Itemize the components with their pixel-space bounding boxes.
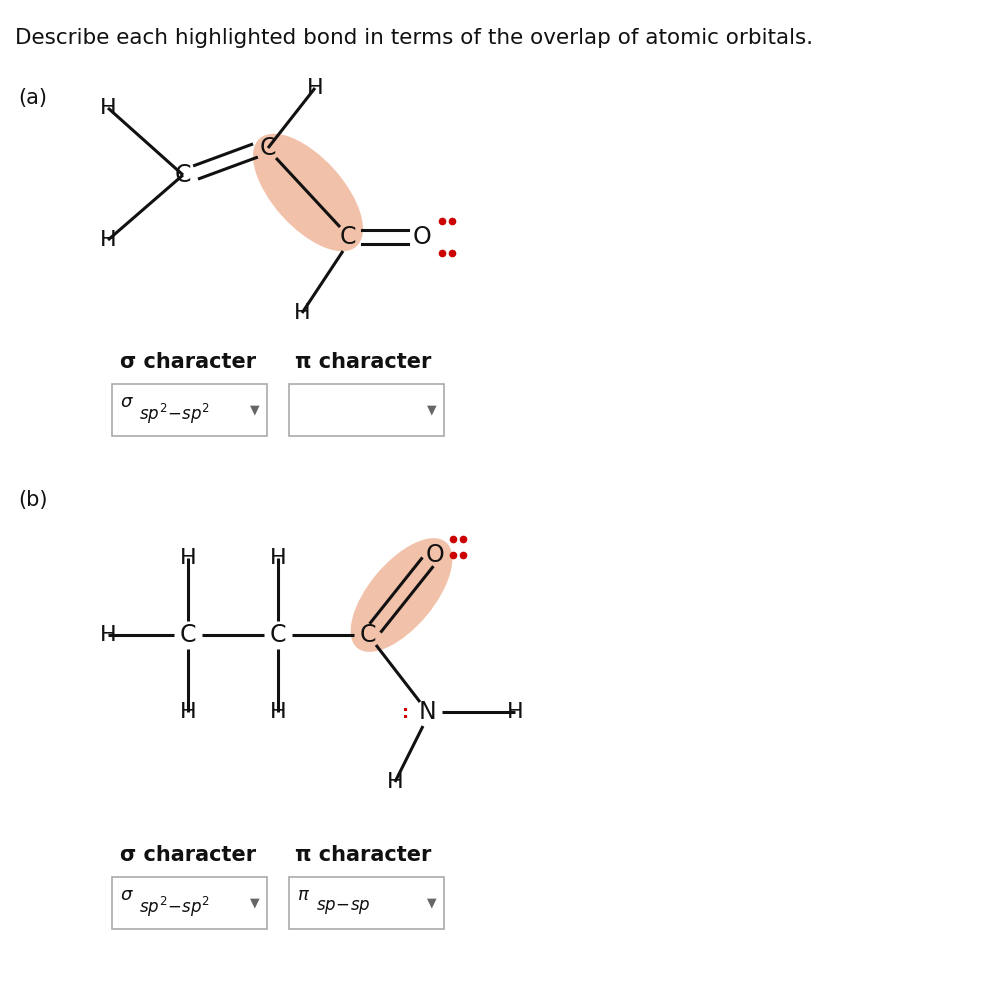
Text: C: C — [360, 623, 376, 647]
Text: H: H — [307, 78, 324, 98]
Text: H: H — [507, 702, 523, 722]
Text: O: O — [426, 543, 444, 567]
Text: :: : — [403, 704, 410, 722]
Text: σ character: σ character — [120, 352, 257, 372]
Text: ▼: ▼ — [427, 403, 437, 417]
Text: H: H — [270, 702, 287, 722]
Text: π character: π character — [295, 845, 432, 865]
Text: (a): (a) — [18, 88, 47, 108]
Text: C: C — [179, 623, 196, 647]
Ellipse shape — [351, 538, 452, 652]
Text: ▼: ▼ — [427, 896, 437, 910]
Text: C: C — [174, 163, 191, 187]
Bar — [289, 877, 444, 929]
Text: C: C — [260, 136, 277, 160]
Text: H: H — [99, 625, 116, 645]
Text: H: H — [99, 98, 116, 118]
Text: H: H — [179, 548, 196, 568]
Bar — [112, 877, 267, 929]
Text: H: H — [179, 702, 196, 722]
Text: $sp^2\!-\!sp^2$: $sp^2\!-\!sp^2$ — [139, 895, 210, 919]
Bar — [289, 384, 444, 436]
Text: σ character: σ character — [120, 845, 257, 865]
Text: $\sigma$: $\sigma$ — [120, 393, 134, 411]
Text: $\sigma$: $\sigma$ — [120, 886, 134, 904]
Text: O: O — [413, 225, 432, 249]
Text: C: C — [340, 225, 357, 249]
Text: N: N — [419, 700, 437, 724]
Text: H: H — [387, 772, 404, 792]
Text: H: H — [270, 548, 287, 568]
Text: $sp^2\!-\!sp^2$: $sp^2\!-\!sp^2$ — [139, 402, 210, 426]
Text: $\pi$: $\pi$ — [297, 886, 310, 904]
Text: $sp\!-\!sp$: $sp\!-\!sp$ — [316, 898, 371, 916]
Ellipse shape — [253, 133, 363, 251]
Text: H: H — [294, 303, 311, 323]
Text: Describe each highlighted bond in terms of the overlap of atomic orbitals.: Describe each highlighted bond in terms … — [15, 28, 814, 48]
Text: C: C — [270, 623, 287, 647]
Text: π character: π character — [295, 352, 432, 372]
Bar — [112, 384, 267, 436]
Text: H: H — [99, 230, 116, 250]
Text: (b): (b) — [18, 490, 47, 510]
Text: ▼: ▼ — [250, 403, 260, 417]
Text: ▼: ▼ — [250, 896, 260, 910]
